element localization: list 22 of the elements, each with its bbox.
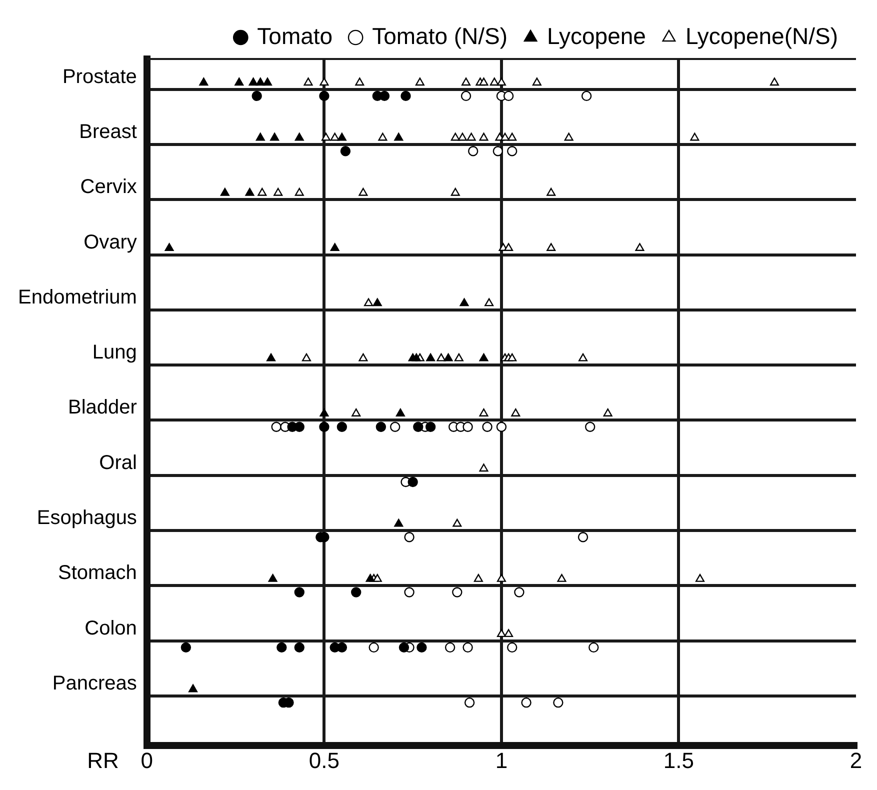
y-tick-label: Colon: [84, 617, 137, 640]
legend-label: Tomato (N/S): [372, 22, 508, 49]
y-tick-label: Bladder: [68, 396, 138, 419]
y-tick-label: Endometrium: [18, 286, 137, 308]
y-tick-label: Ovary: [84, 231, 137, 254]
x-tick-label: 0: [140, 748, 154, 773]
legend-label: Lycopene(N/S): [685, 22, 838, 49]
y-tick-label: Prostate: [62, 66, 137, 88]
legend-label: Lycopene: [547, 22, 646, 49]
y-tick-label: Stomach: [58, 562, 137, 584]
x-tick-label: 0.5: [308, 748, 340, 773]
y-tick-label: Cervix: [80, 176, 137, 198]
y-tick-label: Oral: [99, 452, 137, 474]
x-tick-label: 2: [850, 748, 862, 773]
y-tick-label: Pancreas: [52, 672, 137, 694]
y-tick-label: Lung: [92, 342, 137, 364]
y-tick-label: Esophagus: [36, 507, 137, 530]
x-axis-title: RR: [87, 748, 119, 774]
legend-label: Tomato: [257, 22, 333, 49]
x-tick-label: 1.5: [663, 748, 694, 773]
x-tick-label: 1: [495, 748, 508, 773]
y-tick-label: Breast: [79, 120, 138, 143]
